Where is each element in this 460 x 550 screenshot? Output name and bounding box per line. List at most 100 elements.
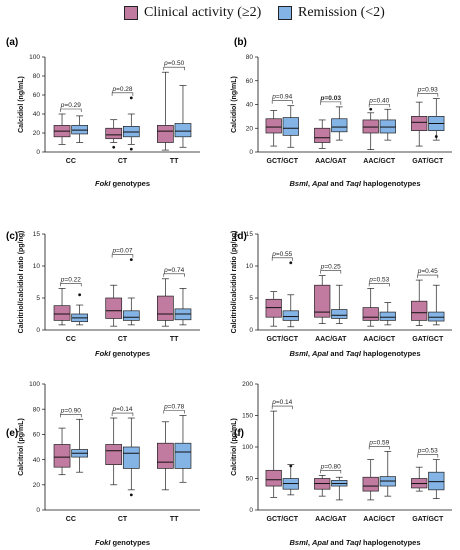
p-value-symbol: p bbox=[271, 399, 276, 406]
p-value-bracket bbox=[320, 470, 342, 474]
y-tick-label: 80 bbox=[33, 406, 41, 413]
x-axis-title: BsmI, ApaI and TaqI haplogenotypes bbox=[289, 179, 420, 188]
p-value-number: =0.93 bbox=[421, 87, 438, 94]
box-remission bbox=[331, 284, 348, 324]
box-iqr bbox=[282, 117, 299, 136]
panel-label: (f) bbox=[234, 428, 244, 439]
box-iqr bbox=[265, 298, 282, 318]
box-iqr bbox=[428, 311, 445, 322]
box-activity bbox=[362, 288, 379, 327]
outlier-point bbox=[434, 135, 438, 138]
x-axis-title-part: and bbox=[328, 538, 346, 547]
y-tick-label: 0 bbox=[36, 149, 40, 156]
p-value-label: p=0.29 bbox=[60, 102, 81, 109]
y-tick-label: 150 bbox=[242, 413, 253, 420]
x-category-label: CT bbox=[118, 516, 128, 523]
p-value-label: p=0.78 bbox=[163, 404, 184, 411]
panel-d: (d) 0 5 10 15 Calcitriol/calcidiol ratio (pg/… bbox=[231, 231, 452, 358]
x-axis-title-part: , bbox=[308, 349, 312, 358]
p-value-label: p=0.50 bbox=[163, 60, 184, 67]
y-tick-label: 20 bbox=[33, 130, 41, 137]
p-value-number: =0.22 bbox=[64, 276, 81, 283]
x-axis-title-part: BsmI bbox=[289, 179, 308, 188]
p-value-bracket bbox=[111, 254, 134, 258]
x-axis-title-part: BsmI bbox=[289, 538, 308, 547]
outlier-point bbox=[78, 293, 82, 297]
x-category-label: TT bbox=[170, 158, 179, 165]
panel-e: (e) 0 20 40 60 80 100 Calcitriol (pg/mL) FokI ge… bbox=[6, 381, 200, 547]
box-iqr bbox=[314, 284, 331, 318]
x-category-label: AAC/GAT bbox=[315, 158, 347, 165]
box-activity bbox=[53, 427, 71, 476]
box-iqr bbox=[379, 119, 396, 134]
box-iqr bbox=[157, 125, 174, 143]
box-iqr bbox=[331, 118, 348, 133]
box-iqr bbox=[174, 123, 192, 138]
y-tick-label: 0 bbox=[249, 507, 253, 514]
box-activity bbox=[411, 101, 428, 147]
p-value-symbol: p bbox=[320, 463, 325, 470]
box-activity bbox=[105, 119, 123, 149]
box-iqr bbox=[105, 127, 123, 140]
x-category-label: TT bbox=[170, 516, 179, 523]
x-axis-title-part: TaqI bbox=[346, 349, 362, 358]
box-activity bbox=[105, 417, 123, 486]
box-activity bbox=[411, 466, 428, 492]
y-tick-label: 200 bbox=[242, 381, 253, 388]
box-remission bbox=[428, 98, 445, 141]
box-iqr bbox=[314, 127, 331, 143]
p-value-number: =0.53 bbox=[373, 276, 390, 283]
box-iqr bbox=[174, 442, 192, 469]
x-axis-title-part: and bbox=[328, 179, 346, 188]
p-value-number: =0.14 bbox=[116, 406, 133, 413]
x-axis-title-part: FokI bbox=[95, 538, 111, 547]
p-value-bracket bbox=[163, 66, 185, 71]
x-axis-title-part: ApaI bbox=[311, 349, 329, 358]
legend-swatch-remission bbox=[278, 6, 292, 20]
p-value-number: =0.29 bbox=[64, 102, 81, 109]
box-activity bbox=[265, 110, 282, 147]
y-tick-label: 50 bbox=[246, 476, 254, 483]
box-remission bbox=[428, 284, 445, 326]
p-value-symbol: p bbox=[320, 264, 325, 271]
p-value-number: =0.03 bbox=[325, 95, 342, 102]
p-value-bracket bbox=[60, 413, 82, 418]
x-category-label: AAC/GAT bbox=[315, 336, 347, 343]
box-activity bbox=[314, 475, 331, 497]
y-tick-label: 80 bbox=[246, 54, 254, 61]
box-remission bbox=[331, 476, 348, 501]
box-iqr bbox=[379, 311, 396, 321]
x-axis-title-part: ApaI bbox=[311, 179, 329, 188]
panel-label: (c) bbox=[6, 231, 18, 242]
x-category-label: AAC/GCT bbox=[363, 336, 396, 343]
box-remission bbox=[379, 108, 396, 141]
x-category-label: CT bbox=[118, 158, 128, 165]
box-remission bbox=[122, 96, 140, 151]
y-tick-label: 5 bbox=[249, 295, 253, 302]
box-iqr bbox=[265, 118, 282, 134]
box-remission bbox=[71, 418, 88, 473]
x-axis-title-part: FokI bbox=[95, 349, 111, 358]
box-activity bbox=[105, 284, 123, 327]
outlier-point bbox=[129, 147, 133, 151]
legend-swatch-activity bbox=[124, 6, 138, 20]
p-value-bracket bbox=[60, 108, 82, 112]
y-tick-label: 5 bbox=[36, 295, 40, 302]
legend-item-remission: Remission (<2) bbox=[278, 4, 385, 22]
x-category-label: CT bbox=[118, 336, 128, 343]
x-category-label: AAC/GCT bbox=[363, 158, 396, 165]
box-iqr bbox=[105, 444, 123, 465]
x-axis-title-part: haplogenotypes bbox=[361, 179, 421, 188]
box-iqr bbox=[428, 471, 445, 491]
p-value-symbol: p bbox=[60, 407, 65, 414]
p-value-symbol: p bbox=[417, 448, 422, 455]
p-value-number: =0.59 bbox=[373, 439, 390, 446]
x-axis-title-part: TaqI bbox=[346, 538, 362, 547]
p-value-label: p=0.25 bbox=[320, 264, 341, 271]
p-value-symbol: p bbox=[60, 276, 65, 283]
p-value-number: =0.53 bbox=[421, 448, 438, 455]
panel-b: (b) 0 20 40 60 80 Calcidiol (ng/mL) BsmI, ApaI … bbox=[231, 37, 452, 188]
box-iqr bbox=[362, 307, 379, 321]
box-remission bbox=[122, 258, 140, 326]
